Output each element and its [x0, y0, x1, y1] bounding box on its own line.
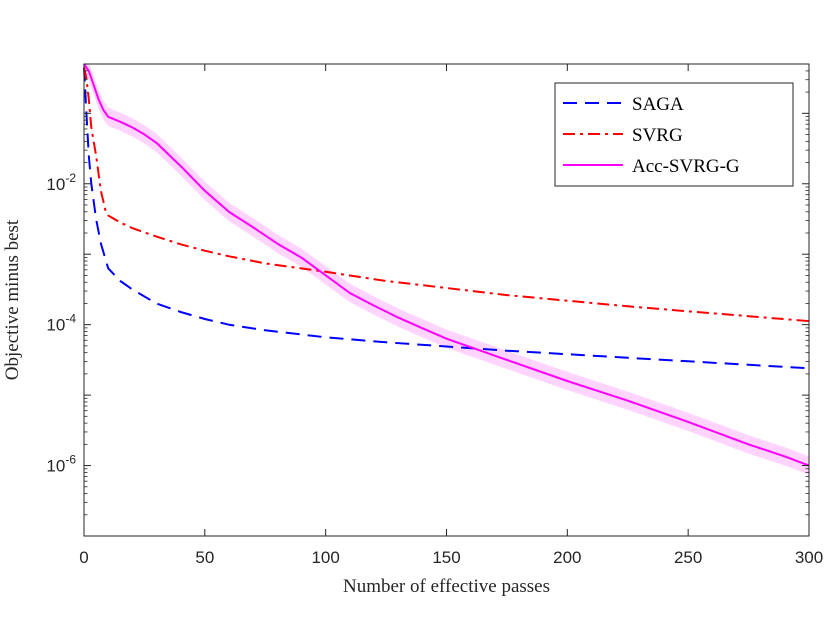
y-tick-exponent: -6 — [65, 453, 76, 467]
y-tick-exponent: -4 — [65, 312, 76, 326]
series-line-acc-svrg-g — [83, 63, 810, 467]
x-tick-label: 150 — [432, 548, 460, 567]
y-tick-label: 10-2 — [46, 171, 76, 194]
y-axis-title: Objective minus best — [2, 219, 23, 380]
x-tick-label: 200 — [553, 548, 581, 567]
y-tick-label: 10-6 — [46, 453, 76, 476]
series-band-acc-svrg-g — [84, 64, 809, 475]
x-tick-label: 250 — [674, 548, 702, 567]
x-tick-label: 0 — [79, 548, 88, 567]
series-layer — [83, 63, 810, 467]
legend: SAGA SVRG Acc-SVRG-G — [554, 82, 794, 187]
y-tick-base: 10 — [46, 175, 65, 194]
legend-label-saga: SAGA — [632, 94, 684, 115]
y-tick-label: 10-4 — [46, 312, 76, 335]
x-tick-label: 100 — [311, 548, 339, 567]
x-axis-title: Number of effective passes — [343, 576, 550, 597]
y-tick-base: 10 — [46, 457, 65, 476]
confidence-band-layer — [84, 64, 809, 475]
y-tick-base: 10 — [46, 316, 65, 335]
series-line-svrg — [83, 67, 810, 323]
x-tick-label: 50 — [195, 548, 214, 567]
legend-label-acc-svrg-g: Acc-SVRG-G — [632, 156, 740, 177]
series-line-saga — [83, 67, 810, 370]
legend-label-svrg: SVRG — [632, 125, 683, 146]
y-tick-exponent: -2 — [65, 171, 76, 185]
x-tick-label: 300 — [795, 548, 823, 567]
